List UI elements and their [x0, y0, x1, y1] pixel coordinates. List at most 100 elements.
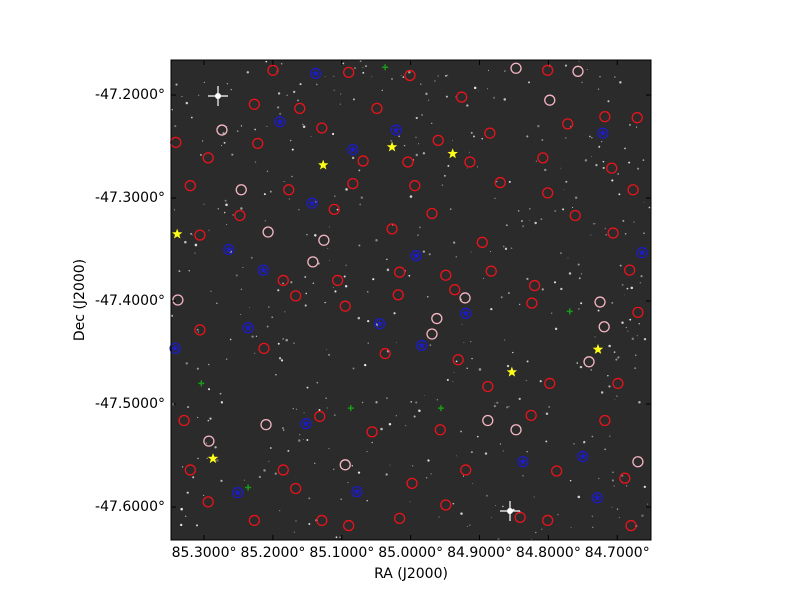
background-star: [277, 92, 281, 95]
background-star: [198, 94, 200, 96]
background-star: [299, 83, 302, 86]
background-star: [466, 525, 468, 527]
background-star: [393, 312, 396, 315]
background-star: [415, 116, 418, 120]
source-marker: [202, 152, 214, 164]
background-star: [577, 495, 581, 499]
background-star: [223, 141, 226, 144]
background-star: [470, 251, 472, 253]
background-star: [470, 341, 472, 343]
marker-ring: [597, 127, 609, 139]
background-star: [360, 196, 364, 199]
background-star: [351, 156, 355, 160]
source-marker: [455, 91, 468, 103]
background-star: [613, 485, 615, 487]
source-marker: [551, 465, 563, 477]
source-marker: [542, 514, 554, 527]
background-star: [376, 325, 378, 327]
background-star: [535, 160, 537, 162]
source-marker: [314, 410, 326, 423]
background-star: [422, 250, 426, 253]
background-star: [264, 220, 266, 222]
background-star: [367, 319, 370, 323]
source-marker: [300, 417, 312, 430]
background-star: [282, 282, 284, 285]
source-marker: [318, 234, 330, 246]
background-star: [277, 106, 280, 109]
background-star: [229, 338, 232, 341]
background-star: [598, 478, 600, 480]
background-star: [333, 414, 336, 417]
background-star: [305, 292, 308, 295]
background-star: [625, 327, 627, 329]
source-marker: [431, 312, 443, 325]
background-star: [359, 60, 362, 63]
y-tick-label: -47.2000°: [95, 87, 165, 103]
background-star: [207, 388, 211, 391]
background-star: [254, 161, 257, 163]
background-star: [243, 479, 246, 481]
background-star: [591, 137, 593, 139]
background-star: [593, 223, 595, 225]
background-star: [526, 277, 529, 281]
background-star: [626, 287, 629, 290]
bright-star-spike: [208, 86, 228, 106]
source-marker: [416, 339, 428, 351]
source-marker: [392, 289, 404, 301]
background-star: [591, 515, 594, 518]
background-star: [591, 435, 594, 438]
marker-ring: [390, 124, 402, 136]
background-star: [297, 99, 299, 102]
source-marker: [232, 486, 244, 499]
marker-star: [171, 344, 179, 352]
background-star: [579, 365, 583, 369]
background-star: [621, 474, 624, 477]
background-star: [395, 415, 397, 417]
source-marker: [257, 264, 269, 276]
background-star: [485, 494, 488, 497]
background-star: [333, 286, 335, 288]
background-star: [207, 419, 210, 422]
background-star: [482, 277, 485, 280]
background-star: [486, 88, 489, 90]
background-star: [557, 513, 559, 516]
background-star: [569, 479, 572, 482]
background-star: [290, 281, 293, 284]
source-marker: [510, 424, 522, 436]
background-star: [541, 288, 544, 291]
background-star: [325, 349, 327, 351]
background-star: [235, 274, 238, 277]
background-star: [535, 531, 537, 534]
background-star: [357, 471, 361, 474]
background-star: [266, 170, 269, 172]
background-star: [577, 263, 580, 266]
background-star: [525, 379, 528, 382]
background-star: [292, 407, 295, 410]
background-star: [285, 338, 288, 342]
background-star: [461, 323, 463, 325]
source-marker: [347, 177, 359, 190]
source-marker: [371, 102, 383, 115]
source-marker: [343, 66, 355, 79]
marker-ring: [257, 264, 269, 276]
source-marker: [482, 380, 494, 393]
marker-ring: [577, 450, 589, 463]
background-star: [333, 75, 335, 78]
background-star: [314, 462, 316, 464]
background-star: [279, 510, 281, 512]
background-star: [520, 219, 523, 222]
source-marker: [393, 266, 406, 278]
source-marker: [506, 366, 518, 377]
background-star: [496, 401, 499, 404]
background-star: [462, 475, 465, 477]
background-star: [602, 160, 605, 163]
background-star: [217, 207, 220, 210]
background-star: [408, 274, 411, 277]
background-star: [470, 451, 473, 454]
background-star: [371, 441, 373, 444]
source-marker: [598, 321, 610, 333]
background-star: [203, 81, 206, 84]
background-star: [421, 114, 423, 116]
background-star: [586, 69, 588, 70]
background-star: [246, 71, 250, 74]
